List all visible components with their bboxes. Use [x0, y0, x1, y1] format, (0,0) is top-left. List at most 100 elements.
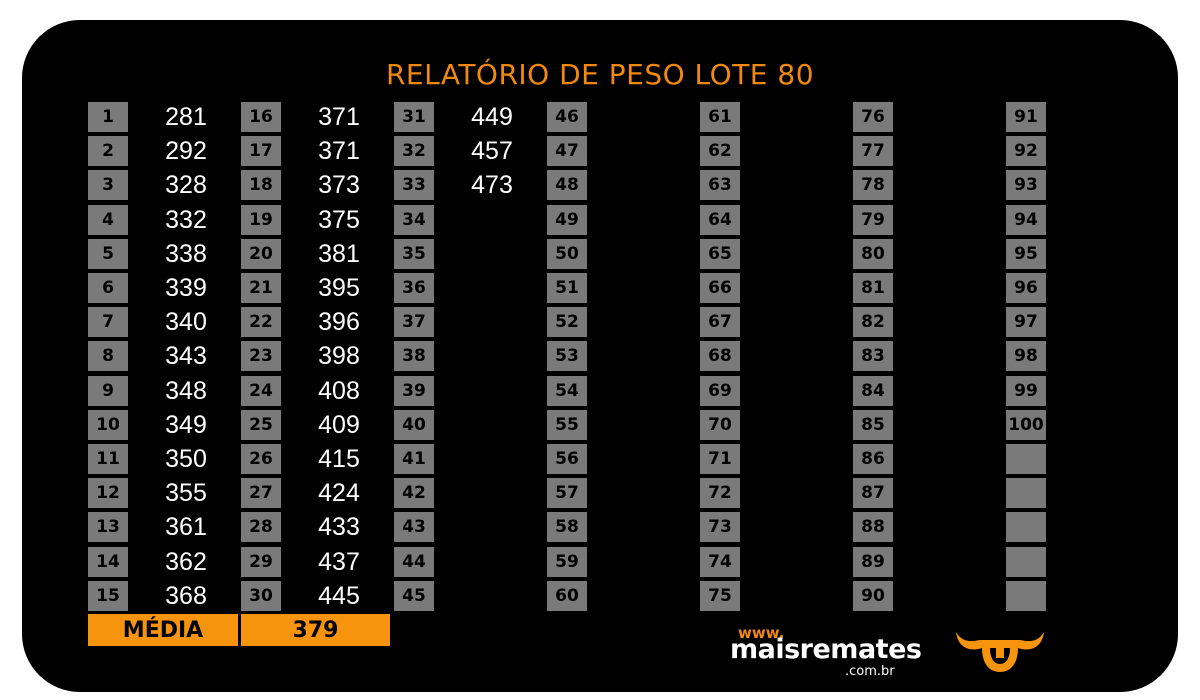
animal-number: 69	[700, 375, 740, 406]
animal-number: 3	[88, 170, 128, 201]
animal-number: 38	[394, 341, 434, 372]
weight-value: 473	[471, 171, 513, 200]
animal-number: 87	[853, 478, 893, 509]
animal-number: 82	[853, 307, 893, 338]
animal-number: 61	[700, 102, 740, 132]
animal-number: 56	[547, 444, 587, 474]
animal-number: 57	[547, 478, 587, 509]
animal-number: 91	[1006, 102, 1046, 132]
animal-number: 59	[547, 546, 587, 577]
animal-number: 34	[394, 204, 434, 235]
animal-number: 94	[1006, 204, 1046, 235]
weight-value: 348	[165, 376, 207, 405]
animal-number: 93	[1006, 170, 1046, 201]
animal-number: 48	[547, 170, 587, 201]
animal-number: 47	[547, 136, 587, 167]
weight-value: 371	[318, 103, 360, 131]
weight-value: 362	[165, 547, 207, 576]
weight-value: 415	[318, 445, 360, 473]
weight-value: 449	[471, 103, 513, 131]
bull-horns-icon	[956, 632, 1044, 672]
weight-value: 339	[165, 274, 207, 302]
animal-number: 63	[700, 170, 740, 201]
logo-www: www.	[738, 624, 785, 642]
animal-number: 13	[88, 512, 128, 543]
weight-value: 375	[318, 205, 360, 234]
animal-number: 71	[700, 444, 740, 474]
weight-value: 396	[318, 308, 360, 337]
animal-number: 58	[547, 512, 587, 543]
animal-number: 86	[853, 444, 893, 474]
animal-number: 20	[241, 238, 281, 269]
animal-number: 19	[241, 204, 281, 235]
weight-value: 409	[318, 410, 360, 439]
animal-number: 41	[394, 444, 434, 474]
weight-value: 349	[165, 410, 207, 439]
animal-number: 42	[394, 478, 434, 509]
animal-number: 49	[547, 204, 587, 235]
logo-name: maisremates	[730, 634, 922, 665]
weight-value: 395	[318, 274, 360, 302]
animal-number: 51	[547, 273, 587, 303]
animal-number: 79	[853, 204, 893, 235]
weight-value: 437	[318, 547, 360, 576]
animal-number: 53	[547, 341, 587, 372]
animal-number: 45	[394, 580, 434, 611]
animal-number: 18	[241, 170, 281, 201]
animal-number: 55	[547, 409, 587, 440]
animal-number: 85	[853, 409, 893, 440]
animal-number: 4	[88, 204, 128, 235]
weight-value: 373	[318, 171, 360, 200]
animal-number: 44	[394, 546, 434, 577]
weight-value: 361	[165, 513, 207, 542]
animal-number: 6	[88, 273, 128, 303]
animal-number: 5	[88, 238, 128, 269]
animal-number: 89	[853, 546, 893, 577]
animal-number: 78	[853, 170, 893, 201]
animal-number: 90	[853, 580, 893, 611]
weight-value: 368	[165, 581, 207, 610]
animal-number: 65	[700, 238, 740, 269]
weight-value: 424	[318, 479, 360, 508]
weight-value: 433	[318, 513, 360, 542]
animal-number: 92	[1006, 136, 1046, 167]
animal-number: 21	[241, 273, 281, 303]
animal-number: 35	[394, 238, 434, 269]
animal-number: 43	[394, 512, 434, 543]
weight-value: 343	[165, 342, 207, 371]
weight-value: 398	[318, 342, 360, 371]
animal-number: 17	[241, 136, 281, 167]
animal-number: 77	[853, 136, 893, 167]
weight-value: 355	[165, 479, 207, 508]
weight-value: 350	[165, 445, 207, 473]
animal-number: 33	[394, 170, 434, 201]
weight-value: 445	[318, 581, 360, 610]
animal-number: 99	[1006, 375, 1046, 406]
animal-number: 1	[88, 102, 128, 132]
animal-number: 30	[241, 580, 281, 611]
animal-number: 9	[88, 375, 128, 406]
animal-number: 62	[700, 136, 740, 167]
animal-number: 26	[241, 444, 281, 474]
animal-number: 84	[853, 375, 893, 406]
weight-value: 292	[165, 137, 207, 166]
media-value: 379	[241, 614, 390, 646]
animal-number: 60	[547, 580, 587, 611]
weight-value: 338	[165, 239, 207, 268]
animal-number: 76	[853, 102, 893, 132]
animal-number: 80	[853, 238, 893, 269]
animal-number: 73	[700, 512, 740, 543]
animal-number: 95	[1006, 238, 1046, 269]
animal-number: 74	[700, 546, 740, 577]
animal-number: 16	[241, 102, 281, 132]
animal-number: 29	[241, 546, 281, 577]
animal-number: 28	[241, 512, 281, 543]
animal-number: 46	[547, 102, 587, 132]
weight-value: 328	[165, 171, 207, 200]
empty-cell	[1006, 444, 1046, 474]
animal-number: 14	[88, 546, 128, 577]
animal-number: 12	[88, 478, 128, 509]
animal-number: 64	[700, 204, 740, 235]
animal-number: 68	[700, 341, 740, 372]
empty-cell	[1006, 478, 1046, 509]
